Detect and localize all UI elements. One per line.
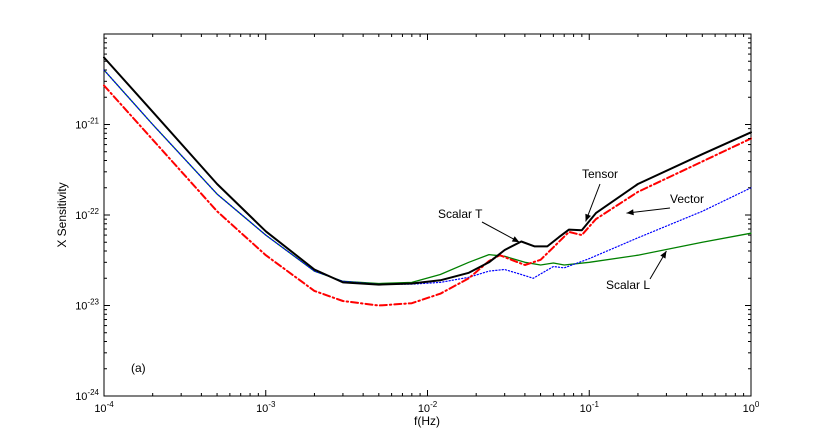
- annotation-arrow-head: [585, 213, 591, 222]
- series-scalar-t: [103, 56, 752, 286]
- annotation-arrow-line: [481, 221, 520, 243]
- y-tick-label: 10-24: [75, 388, 99, 403]
- y-tick-label: 10-23: [75, 298, 99, 313]
- x-axis-label: f(Hz): [414, 414, 440, 428]
- series-layer: [103, 56, 752, 307]
- annotation-vector: Vector: [670, 192, 704, 206]
- tick-layer: 10-4 10-3 10-2 10-1 100 10-24 10-23 10-22 10-21: [75, 34, 760, 415]
- x-tick-label: 10-2: [418, 400, 438, 415]
- annotation-tensor: Tensor: [582, 167, 618, 181]
- annotation-arrow-head: [511, 236, 520, 243]
- annotation-arrow-line: [626, 207, 671, 214]
- panel-label: (a): [131, 361, 146, 375]
- y-tick-label: 10-22: [75, 207, 99, 222]
- x-tick-label: 10-1: [580, 400, 600, 415]
- x-tick-label: 10-3: [256, 400, 276, 415]
- series-vector: [103, 69, 752, 285]
- x-tick-label: 10-4: [94, 400, 114, 415]
- annotation-scalar-t: Scalar T: [438, 207, 483, 221]
- annotation-scalar-l: Scalar L: [606, 278, 650, 292]
- annotation-layer: Scalar T Tensor Vector Scalar L: [438, 167, 704, 292]
- x-tick-label: 100: [743, 400, 760, 415]
- y-axis-label: X Sensitivity: [55, 182, 69, 247]
- y-tick-label: 10-21: [75, 117, 99, 132]
- annotation-arrow-head: [626, 209, 634, 216]
- annotation-arrow-head: [660, 251, 667, 259]
